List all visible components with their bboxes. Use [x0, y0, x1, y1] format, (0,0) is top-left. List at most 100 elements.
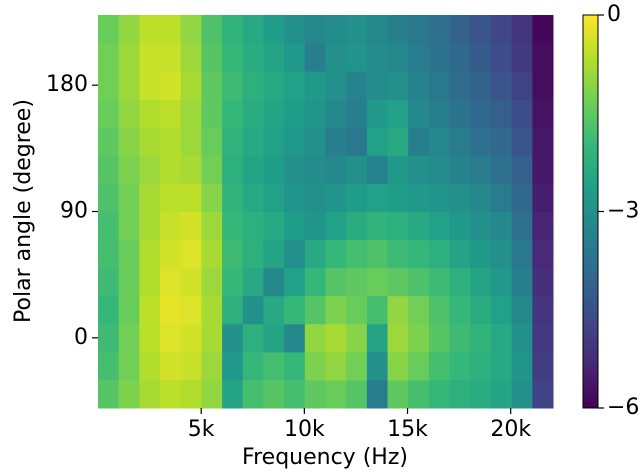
y-tick-label: 90 — [60, 199, 88, 224]
heatmap-cell — [263, 43, 285, 72]
heatmap-cell — [387, 239, 409, 269]
heatmap-cell — [160, 71, 182, 100]
heatmap-cell — [180, 379, 202, 409]
heatmap-cell — [180, 99, 202, 128]
heatmap-cell — [366, 323, 389, 353]
heatmap-cell — [511, 267, 533, 297]
heatmap-cell — [325, 295, 347, 325]
heatmap-cell — [346, 15, 368, 44]
heatmap-cell — [180, 239, 202, 269]
heatmap-cell — [387, 323, 409, 353]
heatmap-cell — [242, 351, 264, 381]
colorbar-tick-label: −3 — [607, 199, 639, 224]
heatmap-cell — [242, 155, 264, 184]
heatmap-cell — [222, 99, 244, 128]
heatmap-cell — [284, 239, 306, 269]
heatmap-cell — [139, 155, 161, 184]
heatmap-cell — [263, 183, 285, 212]
heatmap-cell — [366, 155, 389, 184]
heatmap-cell — [139, 295, 161, 325]
heatmap-cell — [222, 239, 244, 269]
heatmap-cell — [118, 323, 140, 353]
heatmap-cell — [346, 351, 368, 381]
heatmap-cell — [366, 127, 389, 156]
heatmap-cell — [511, 351, 533, 381]
heatmap-cell — [532, 239, 554, 269]
heatmap-cell — [366, 267, 389, 297]
heatmap-cell — [408, 239, 430, 269]
heatmap-cell — [532, 295, 554, 325]
heatmap-cell — [346, 99, 368, 128]
heatmap-cell — [511, 43, 533, 72]
heatmap-cell — [490, 155, 513, 184]
heatmap-cell — [98, 295, 120, 325]
heatmap-cell — [304, 99, 326, 128]
heatmap-cell — [242, 71, 264, 100]
heatmap-cell — [98, 15, 120, 44]
heatmap-cell — [408, 155, 430, 184]
heatmap-cell — [408, 323, 430, 353]
heatmap-cell — [139, 183, 161, 212]
heatmap-cell — [366, 295, 389, 325]
heatmap-cell — [98, 267, 120, 297]
heatmap-cell — [201, 323, 223, 353]
heatmap-cell — [118, 183, 140, 212]
heatmap-cell — [449, 155, 471, 184]
heatmap-cell — [304, 323, 326, 353]
heatmap-cell — [242, 323, 264, 353]
heatmap-cell — [532, 351, 554, 381]
heatmap-cell — [160, 43, 182, 72]
heatmap-cell — [346, 323, 368, 353]
heatmap-cell — [428, 211, 451, 241]
heatmap-cell — [304, 295, 326, 325]
heatmap-cell — [408, 71, 430, 100]
heatmap-cell — [139, 71, 161, 100]
heatmap-cell — [470, 155, 492, 184]
heatmap-cell — [180, 211, 202, 241]
heatmap-cell — [490, 43, 513, 72]
heatmap-cell — [366, 15, 389, 44]
heatmap-cell — [325, 71, 347, 100]
heatmap-cell — [139, 127, 161, 156]
heatmap-cell — [449, 99, 471, 128]
x-tick-label: 10k — [284, 417, 325, 442]
heatmap-cell — [408, 43, 430, 72]
heatmap-cell — [118, 295, 140, 325]
heatmap-cell — [428, 239, 451, 269]
heatmap-cell — [490, 295, 513, 325]
heatmap-cell — [180, 127, 202, 156]
heatmap-cell — [139, 267, 161, 297]
heatmap-cell — [532, 183, 554, 212]
heatmap-cell — [263, 127, 285, 156]
heatmap-cell — [449, 43, 471, 72]
heatmap-cell — [160, 351, 182, 381]
heatmap-cell — [242, 295, 264, 325]
heatmap-cell — [387, 15, 409, 44]
heatmap-cell — [470, 127, 492, 156]
heatmap-cell — [490, 99, 513, 128]
heatmap-cell — [118, 267, 140, 297]
heatmap-cell — [366, 71, 389, 100]
heatmap-cell — [98, 43, 120, 72]
heatmap-cell — [222, 211, 244, 241]
heatmap-cell — [428, 71, 451, 100]
heatmap-cell — [160, 295, 182, 325]
heatmap-cell — [387, 43, 409, 72]
heatmap-cell — [387, 267, 409, 297]
y-axis-label: Polar angle (degree) — [11, 99, 36, 323]
heatmap-cell — [304, 155, 326, 184]
heatmap-cell — [242, 267, 264, 297]
heatmap-cell — [118, 15, 140, 44]
heatmap-cell — [201, 71, 223, 100]
heatmap-cell — [180, 267, 202, 297]
heatmap-cell — [160, 267, 182, 297]
heatmap-cell — [532, 43, 554, 72]
heatmap-cell — [428, 267, 451, 297]
heatmap-cell — [532, 267, 554, 297]
heatmap-cell — [118, 71, 140, 100]
heatmap-cell — [387, 211, 409, 241]
heatmap-cell — [408, 183, 430, 212]
heatmap-cell — [511, 323, 533, 353]
heatmap-cell — [98, 323, 120, 353]
heatmap-cell — [180, 71, 202, 100]
